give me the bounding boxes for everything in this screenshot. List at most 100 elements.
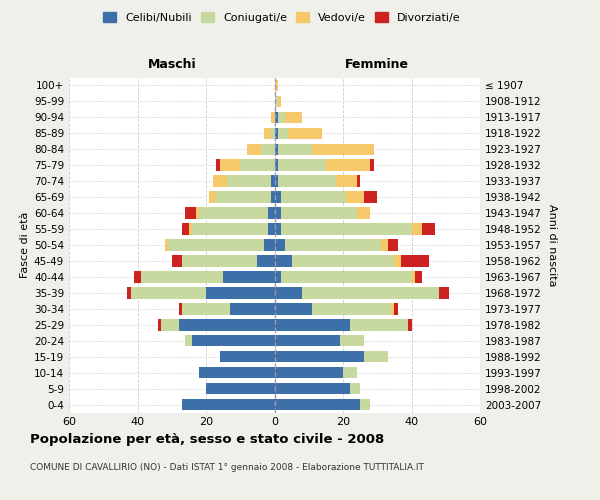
Bar [179, 319, 275, 330]
Bar [275, 80, 278, 91]
Legend: Celibi/Nubili, Coniugati/e, Vedovi/e, Divorziati/e: Celibi/Nubili, Coniugati/e, Vedovi/e, Di… [99, 8, 465, 28]
Bar [275, 160, 278, 171]
Bar [189, 224, 193, 235]
Bar [275, 319, 350, 330]
Bar [343, 367, 356, 378]
Bar [275, 399, 360, 410]
Bar [223, 271, 275, 282]
Bar [364, 351, 388, 362]
Bar [281, 271, 412, 282]
Bar [285, 112, 302, 123]
Bar [380, 240, 388, 250]
Bar [394, 303, 398, 314]
Bar [275, 271, 281, 282]
Bar [415, 271, 422, 282]
Bar [340, 335, 364, 346]
Bar [312, 144, 374, 155]
Bar [275, 351, 364, 362]
Bar [216, 160, 220, 171]
Bar [172, 255, 182, 266]
Bar [220, 160, 240, 171]
Bar [220, 351, 275, 362]
Bar [275, 224, 281, 235]
Bar [275, 192, 281, 203]
Bar [326, 160, 370, 171]
Bar [292, 255, 394, 266]
Bar [275, 128, 278, 139]
Bar [275, 383, 350, 394]
Bar [302, 287, 439, 298]
Y-axis label: Anni di nascita: Anni di nascita [547, 204, 557, 286]
Bar [230, 303, 275, 314]
Bar [281, 224, 412, 235]
Bar [360, 399, 370, 410]
Bar [261, 144, 275, 155]
Bar [275, 112, 278, 123]
Text: COMUNE DI CAVALLIRIO (NO) - Dati ISTAT 1° gennaio 2008 - Elaborazione TUTTITALIA: COMUNE DI CAVALLIRIO (NO) - Dati ISTAT 1… [30, 462, 424, 471]
Bar [401, 255, 428, 266]
Bar [209, 192, 216, 203]
Y-axis label: Fasce di età: Fasce di età [20, 212, 30, 278]
Text: Femmine: Femmine [345, 58, 409, 71]
Bar [278, 128, 288, 139]
Bar [356, 208, 370, 219]
Bar [278, 176, 336, 187]
Bar [271, 112, 275, 123]
Bar [422, 224, 436, 235]
Bar [127, 287, 131, 298]
Bar [275, 335, 340, 346]
Bar [240, 160, 275, 171]
Bar [268, 224, 275, 235]
Bar [370, 160, 374, 171]
Bar [439, 287, 449, 298]
Bar [275, 208, 281, 219]
Bar [264, 128, 271, 139]
Bar [182, 303, 230, 314]
Bar [169, 240, 264, 250]
Bar [285, 240, 380, 250]
Bar [275, 240, 285, 250]
Bar [182, 224, 189, 235]
Bar [408, 319, 412, 330]
Bar [165, 240, 169, 250]
Bar [346, 192, 364, 203]
Bar [158, 319, 161, 330]
Bar [278, 96, 281, 107]
Bar [271, 192, 275, 203]
Bar [388, 240, 398, 250]
Bar [134, 271, 141, 282]
Text: Popolazione per età, sesso e stato civile - 2008: Popolazione per età, sesso e stato civil… [30, 432, 384, 446]
Bar [193, 335, 275, 346]
Bar [196, 208, 199, 219]
Bar [391, 303, 394, 314]
Bar [278, 112, 285, 123]
Bar [275, 144, 278, 155]
Bar [350, 383, 360, 394]
Bar [271, 128, 275, 139]
Bar [216, 192, 271, 203]
Bar [161, 319, 179, 330]
Bar [271, 176, 275, 187]
Bar [281, 192, 346, 203]
Bar [412, 271, 415, 282]
Bar [275, 303, 312, 314]
Text: Maschi: Maschi [148, 58, 196, 71]
Bar [192, 224, 268, 235]
Bar [288, 128, 322, 139]
Bar [227, 176, 271, 187]
Bar [275, 176, 278, 187]
Bar [185, 335, 193, 346]
Bar [213, 176, 227, 187]
Bar [247, 144, 261, 155]
Bar [350, 319, 408, 330]
Bar [275, 96, 278, 107]
Bar [356, 176, 360, 187]
Bar [131, 287, 206, 298]
Bar [199, 367, 275, 378]
Bar [281, 208, 357, 219]
Bar [312, 303, 391, 314]
Bar [275, 367, 343, 378]
Bar [182, 255, 257, 266]
Bar [275, 287, 302, 298]
Bar [206, 383, 275, 394]
